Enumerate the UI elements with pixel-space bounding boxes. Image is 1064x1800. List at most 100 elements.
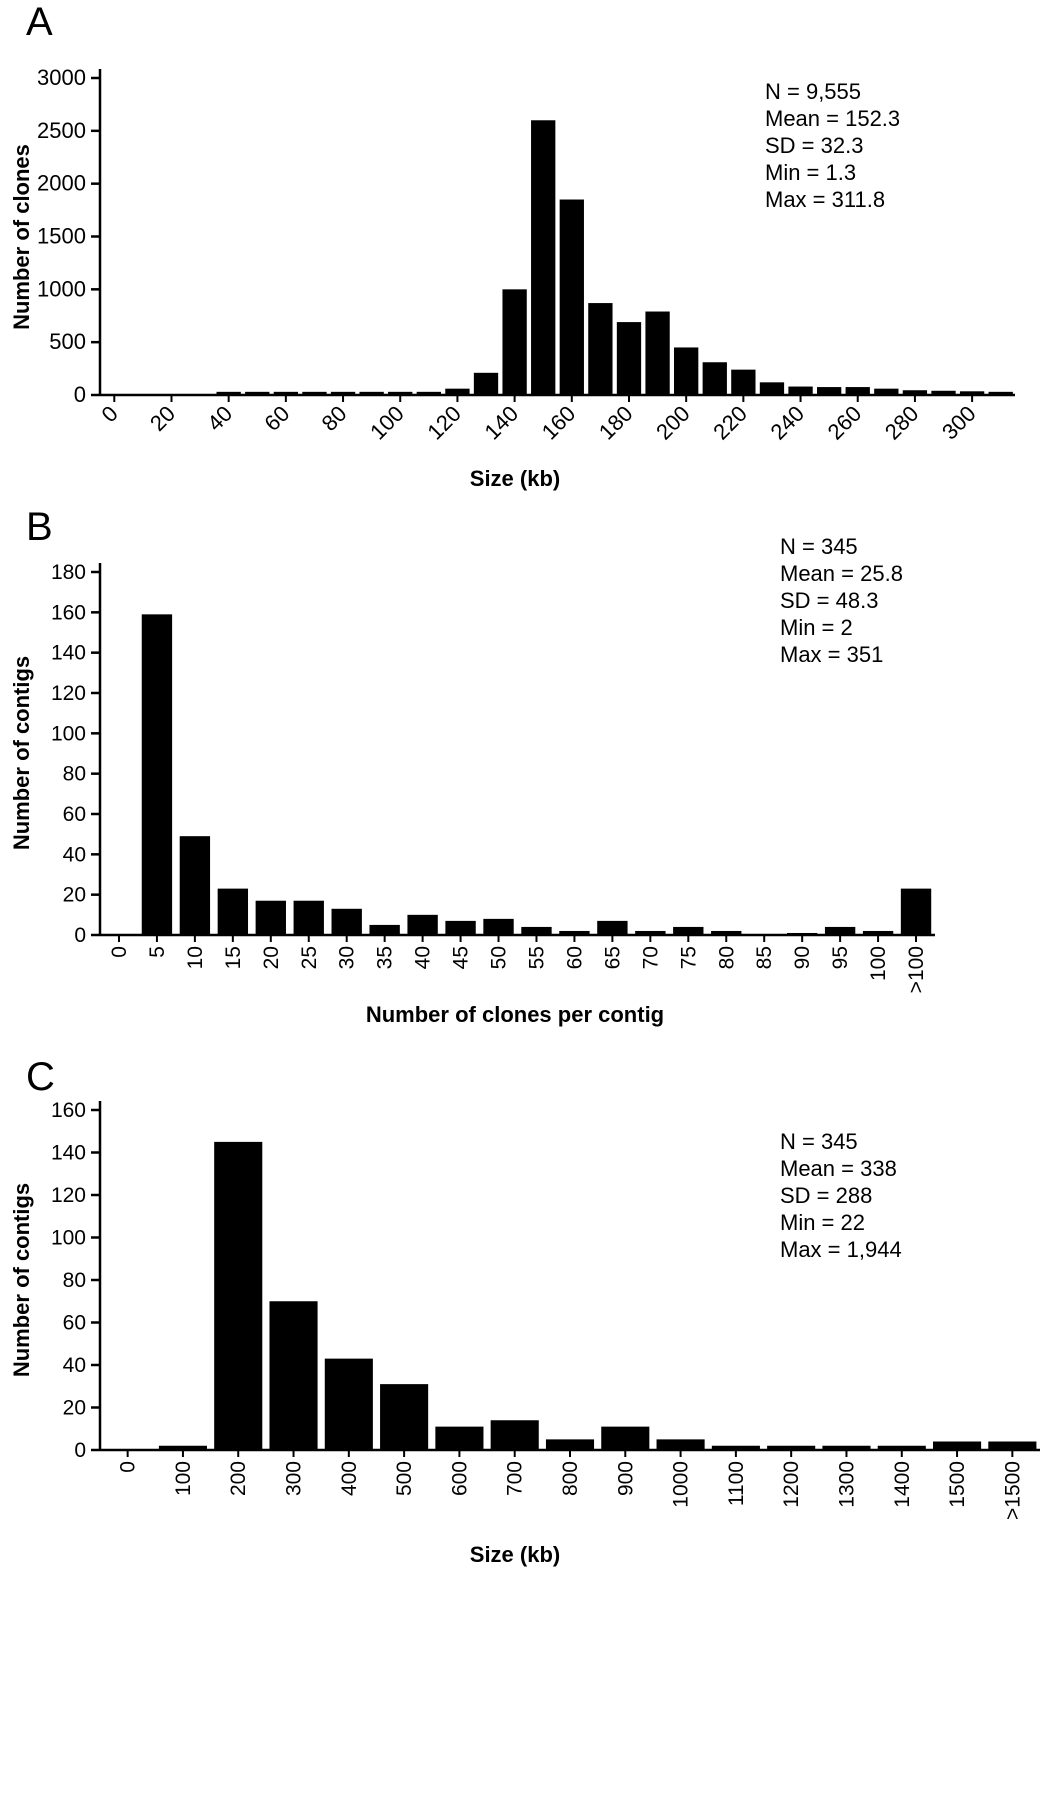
stat-n: N = 345 xyxy=(780,1129,858,1154)
bar xyxy=(711,1445,760,1450)
x-tick-label: 60 xyxy=(563,946,586,969)
x-tick-label: 120 xyxy=(422,401,466,445)
x-tick-label: 40 xyxy=(202,401,237,436)
bar xyxy=(435,1426,484,1450)
x-tick-label: 220 xyxy=(708,401,752,445)
bar xyxy=(141,614,173,935)
bar xyxy=(711,930,742,935)
x-tick-label: 55 xyxy=(525,946,548,969)
panel-c: C Number of contigs 0 20 40 60 80 100 120 140 16… xyxy=(0,1055,1064,1800)
bar xyxy=(816,387,842,395)
x-tick-label: 5 xyxy=(146,946,169,958)
bar xyxy=(862,930,894,935)
x-tick-label: 20 xyxy=(260,946,283,969)
y-tick-label: 100 xyxy=(51,1227,86,1250)
x-tick-label: 1400 xyxy=(891,1461,914,1508)
bar xyxy=(531,120,556,396)
bar xyxy=(359,391,384,395)
x-tick-label: 80 xyxy=(317,401,352,436)
stat-max: Max = 351 xyxy=(780,642,884,667)
y-tick-label: 500 xyxy=(49,329,86,354)
bar xyxy=(214,1141,263,1450)
x-tick-label: 260 xyxy=(823,401,867,445)
stat-max: Max = 1,944 xyxy=(780,1237,902,1262)
x-tick-label: 900 xyxy=(614,1461,637,1496)
x-tick-label: 300 xyxy=(937,401,981,445)
y-tick-label: 60 xyxy=(63,1312,86,1335)
x-tick-label: 100 xyxy=(172,1461,195,1496)
bar xyxy=(293,900,324,935)
bar xyxy=(559,199,584,395)
stat-n: N = 9,555 xyxy=(765,79,862,104)
bar xyxy=(158,1445,207,1450)
x-tick-label: 1000 xyxy=(670,1461,693,1508)
bar xyxy=(902,390,928,395)
y-tick-label: 80 xyxy=(63,1269,86,1292)
bar xyxy=(601,1426,650,1450)
y-tick-label: 120 xyxy=(51,682,86,705)
bar xyxy=(988,1441,1037,1450)
bar xyxy=(933,1441,982,1450)
x-tick-label: 15 xyxy=(222,946,245,969)
x-tick-label: 65 xyxy=(601,946,624,969)
bar xyxy=(545,1439,595,1450)
x-tick-label: 200 xyxy=(227,1461,250,1496)
panel-b-letter: B xyxy=(26,505,53,549)
bar xyxy=(845,387,870,395)
bar xyxy=(502,289,527,395)
stat-min: Min = 1.3 xyxy=(765,160,857,185)
x-tick-label: 1500 xyxy=(946,1461,969,1508)
bar xyxy=(559,930,590,935)
bar xyxy=(273,391,299,395)
bar xyxy=(217,888,249,935)
y-tick-label: 20 xyxy=(63,1397,86,1420)
histogram-clones-per-contig: 0 20 40 60 80 100 120 140 160 180 0 5 10 15 20 25 30 35 40… xyxy=(51,561,935,993)
y-tick-label: 80 xyxy=(63,763,86,786)
bar xyxy=(731,369,756,395)
bar xyxy=(656,1439,705,1450)
bar xyxy=(179,836,211,935)
bar xyxy=(445,920,476,935)
stats-block-c: N = 345 Mean = 338 SD = 288 Min = 22 Max… xyxy=(780,1128,902,1263)
y-tick-label: 40 xyxy=(63,1354,86,1377)
x-tick-label: 45 xyxy=(450,946,473,969)
bar xyxy=(483,918,514,935)
bar xyxy=(416,391,441,395)
panel-a-x-axis-title: Size (kb) xyxy=(469,466,561,491)
y-tick-label: 0 xyxy=(74,924,86,947)
y-tick-label: 120 xyxy=(51,1184,86,1207)
y-tick-label: 20 xyxy=(63,884,86,907)
x-tick-label: 1200 xyxy=(780,1461,803,1508)
x-tick-label: 200 xyxy=(651,401,695,445)
stat-mean: Mean = 338 xyxy=(780,1156,897,1181)
x-tick-label: 300 xyxy=(283,1461,306,1496)
bar xyxy=(588,303,613,395)
x-tick-label: 30 xyxy=(336,946,359,969)
panel-b-x-axis-title: Number of clones per contig xyxy=(365,1002,665,1027)
bar xyxy=(874,388,899,395)
bar xyxy=(490,1420,539,1450)
y-tick-label: 160 xyxy=(51,601,86,624)
x-tick-label: 180 xyxy=(594,401,638,445)
stat-sd: SD = 288 xyxy=(780,1183,873,1208)
x-tick-label: 500 xyxy=(393,1461,416,1496)
bar xyxy=(380,1384,429,1450)
y-tick-label: 160 xyxy=(51,1099,86,1122)
bar xyxy=(759,382,785,395)
bar xyxy=(216,391,241,395)
x-tick-label: 160 xyxy=(537,401,581,445)
stat-n: N = 345 xyxy=(780,534,858,559)
stat-min: Min = 22 xyxy=(780,1210,865,1235)
bar xyxy=(521,926,552,935)
stat-mean: Mean = 25.8 xyxy=(780,561,903,586)
panel-a-letter: A xyxy=(26,0,53,44)
y-tick-label: 100 xyxy=(51,722,86,745)
histogram-contig-size: 0 20 40 60 80 100 120 140 160 0 100 200 300 400 500 600… xyxy=(51,1099,1040,1520)
y-tick-label: 2500 xyxy=(37,118,86,143)
bar xyxy=(931,390,956,395)
stats-block-a: N = 9,555 Mean = 152.3 SD = 32.3 Min = 1… xyxy=(765,78,900,213)
panel-a: A Number of clones 0 500 1000 1500 2000 2500 3… xyxy=(0,0,1064,505)
y-tick-label: 3000 xyxy=(37,65,86,90)
y-tick-label: 140 xyxy=(51,642,86,665)
stat-min: Min = 2 xyxy=(780,615,853,640)
